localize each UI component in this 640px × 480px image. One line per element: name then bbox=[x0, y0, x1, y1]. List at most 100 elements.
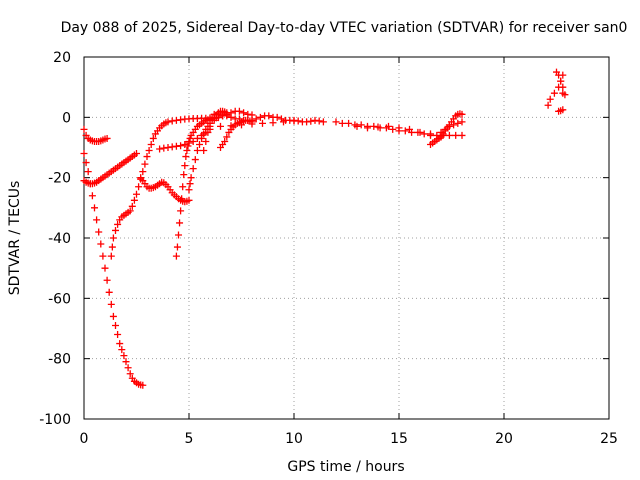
data-point bbox=[84, 168, 92, 176]
data-point bbox=[353, 122, 361, 130]
x-axis-label: GPS time / hours bbox=[287, 459, 404, 475]
data-point bbox=[185, 186, 193, 194]
y-tick-label: -60 bbox=[48, 291, 71, 307]
data-point bbox=[338, 119, 346, 127]
data-point bbox=[135, 183, 143, 191]
data-point bbox=[130, 196, 138, 204]
data-point bbox=[193, 147, 201, 155]
data-point bbox=[80, 150, 88, 158]
data-point bbox=[139, 381, 147, 389]
data-point bbox=[206, 122, 214, 130]
data-point bbox=[128, 202, 136, 210]
data-point bbox=[357, 121, 365, 129]
data-point bbox=[452, 131, 460, 139]
y-tick-label: 20 bbox=[53, 50, 71, 66]
data-point bbox=[227, 122, 235, 130]
data-point bbox=[406, 125, 413, 133]
data-point bbox=[280, 118, 287, 126]
data-point bbox=[401, 127, 409, 135]
data-point bbox=[385, 122, 392, 130]
chart-title: Day 088 of 2025, Sidereal Day-to-day VTE… bbox=[61, 20, 628, 36]
data-point bbox=[319, 118, 327, 126]
y-tick-label: -100 bbox=[39, 412, 71, 428]
data-point bbox=[139, 168, 147, 176]
data-point bbox=[235, 107, 243, 115]
series-arc-2 bbox=[80, 150, 147, 389]
data-point bbox=[103, 134, 111, 142]
data-point bbox=[557, 77, 565, 85]
data-point bbox=[103, 276, 111, 284]
data-point bbox=[210, 116, 218, 124]
data-point bbox=[214, 110, 222, 118]
data-point bbox=[93, 216, 101, 224]
data-point bbox=[109, 312, 117, 320]
x-tick-label: 20 bbox=[495, 431, 513, 447]
data-point bbox=[259, 119, 266, 127]
data-point bbox=[345, 119, 353, 127]
data-point bbox=[82, 159, 90, 167]
data-point bbox=[223, 133, 231, 141]
data-point bbox=[145, 147, 153, 155]
data-point bbox=[416, 128, 424, 136]
series-arc-9 bbox=[200, 107, 256, 155]
data-point bbox=[269, 119, 277, 127]
series-arc-3 bbox=[80, 150, 140, 188]
data-point bbox=[179, 183, 187, 191]
data-point bbox=[99, 252, 107, 260]
data-point bbox=[252, 115, 260, 123]
data-point bbox=[185, 196, 193, 204]
series-arc-1 bbox=[80, 125, 111, 145]
x-axis-ticks: 0 5 10 15 20 25 bbox=[80, 57, 618, 447]
data-point bbox=[200, 130, 208, 138]
data-point bbox=[427, 131, 434, 139]
data-point bbox=[315, 117, 323, 125]
data-point bbox=[141, 160, 149, 168]
data-point bbox=[143, 153, 151, 161]
data-point bbox=[101, 264, 109, 272]
data-point bbox=[307, 117, 315, 125]
y-tick-label: 0 bbox=[62, 110, 71, 126]
data-point bbox=[172, 252, 180, 260]
data-point bbox=[126, 370, 134, 378]
data-point bbox=[185, 137, 193, 145]
data-point bbox=[156, 145, 164, 153]
y-tick-label: -40 bbox=[48, 231, 71, 247]
data-point bbox=[240, 109, 248, 117]
series-arc-19 bbox=[555, 106, 567, 115]
data-point bbox=[177, 207, 185, 215]
data-point bbox=[80, 125, 88, 133]
data-point bbox=[389, 125, 397, 133]
data-point bbox=[227, 113, 235, 121]
data-point bbox=[445, 122, 453, 130]
x-tick-label: 0 bbox=[80, 431, 89, 447]
x-tick-label: 15 bbox=[390, 431, 408, 447]
data-point bbox=[133, 150, 140, 158]
y-tick-label: -20 bbox=[48, 171, 71, 187]
data-point bbox=[108, 243, 116, 251]
data-point bbox=[273, 113, 281, 121]
data-point bbox=[91, 204, 98, 212]
data-point bbox=[420, 130, 428, 138]
data-point bbox=[445, 131, 453, 139]
data-point bbox=[95, 228, 103, 236]
data-point bbox=[107, 252, 115, 260]
data-point bbox=[544, 101, 552, 109]
x-tick-label: 25 bbox=[600, 431, 618, 447]
data-point bbox=[105, 288, 113, 296]
data-point bbox=[450, 121, 458, 129]
data-point bbox=[120, 352, 128, 360]
data-point bbox=[109, 234, 117, 242]
plot-frame bbox=[83, 56, 610, 420]
data-point bbox=[126, 207, 134, 215]
data-point bbox=[88, 192, 96, 200]
data-point bbox=[454, 119, 462, 127]
grid-lines bbox=[84, 57, 609, 419]
data-point bbox=[112, 321, 119, 329]
data-point bbox=[217, 122, 224, 130]
data-point bbox=[546, 95, 554, 103]
data-point bbox=[184, 142, 192, 150]
data-point bbox=[175, 231, 182, 239]
data-point bbox=[200, 147, 208, 155]
data-point bbox=[116, 340, 124, 348]
data-point bbox=[395, 124, 403, 132]
